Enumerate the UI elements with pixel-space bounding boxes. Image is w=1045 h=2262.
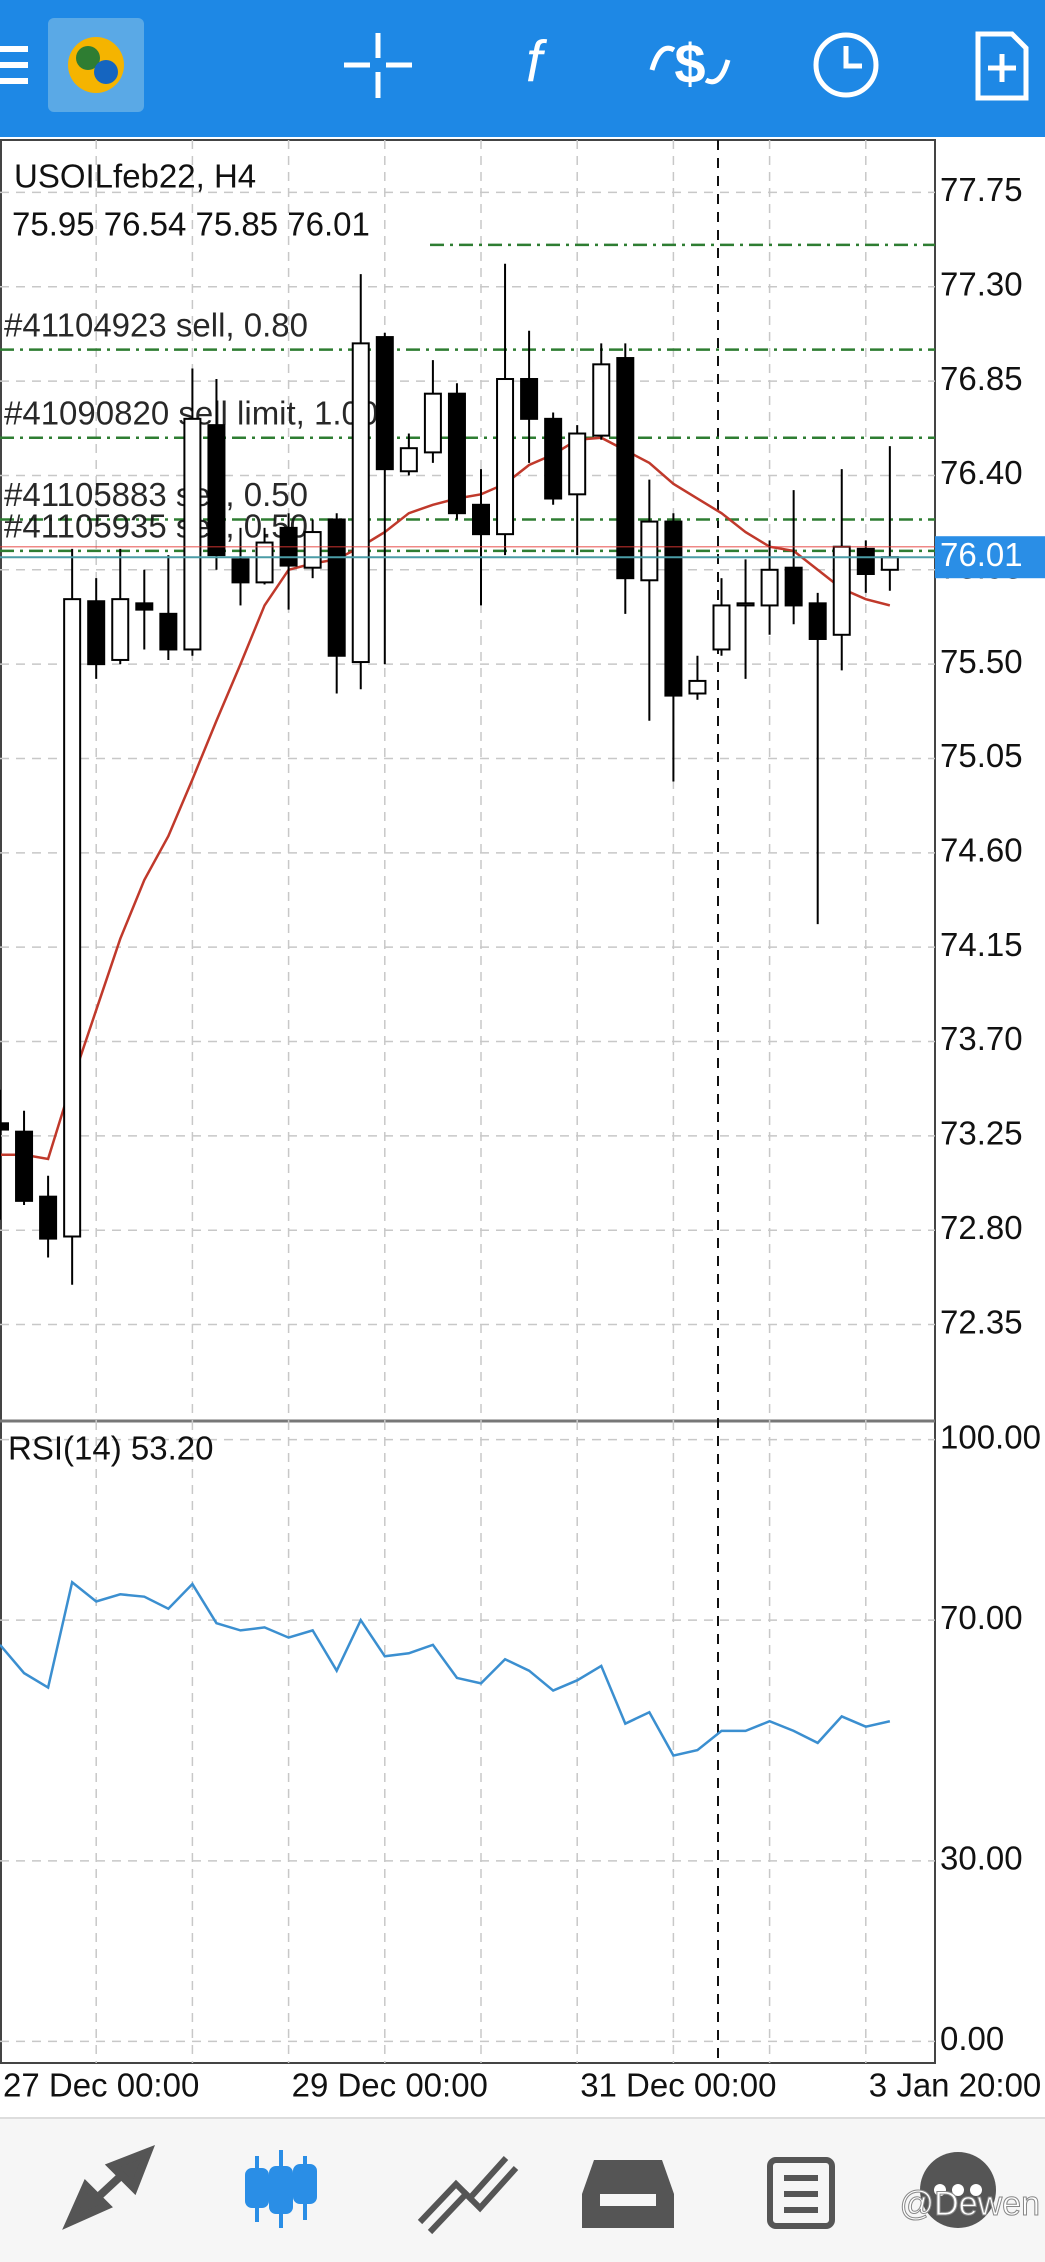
messages-tab[interactable]	[920, 2152, 996, 2228]
candle-body	[808, 602, 827, 640]
candle-body	[423, 392, 442, 454]
candle-body	[616, 357, 635, 580]
y-tick-label: 77.75	[940, 171, 1023, 208]
order-label: #41105883 sell, 0.50	[4, 476, 308, 513]
rsi-title: RSI(14) 53.20	[8, 1430, 213, 1467]
new-order-button[interactable]	[975, 31, 1029, 101]
candle-body	[255, 541, 274, 584]
ohlc-values: 75.95 76.54 75.85 76.01	[12, 206, 370, 243]
candle-body	[159, 612, 178, 651]
y-tick-label: 73.25	[940, 1115, 1023, 1152]
y-tick-label: 72.35	[940, 1303, 1023, 1340]
candle-body	[688, 679, 707, 695]
candle-body	[207, 424, 226, 557]
app-logo[interactable]	[48, 18, 144, 112]
candle-body	[375, 336, 394, 471]
y-tick-label: 74.15	[940, 926, 1023, 963]
candle-body	[39, 1195, 58, 1240]
candle-body	[472, 503, 490, 536]
candle-body	[111, 598, 130, 661]
watermark: @Dewen	[900, 2185, 1040, 2223]
candle-body	[544, 417, 563, 500]
trade-button[interactable]: $	[649, 32, 731, 95]
y-tick-label: 73.70	[940, 1020, 1023, 1057]
candle-body	[87, 600, 106, 666]
candle-body	[0, 1122, 9, 1131]
candle-body	[231, 558, 250, 584]
quotes-tab[interactable]	[62, 2144, 156, 2230]
order-label: #41105935 sell, 0.50	[4, 508, 308, 545]
symbol-title: USOILfeb22, H4	[14, 158, 256, 195]
x-tick-label: 29 Dec 00:00	[292, 2067, 488, 2104]
trade-tab[interactable]	[417, 2155, 519, 2235]
bottom-nav	[0, 2118, 1045, 2262]
candle-body	[712, 604, 731, 651]
candle-body	[15, 1130, 34, 1202]
candle-body	[303, 531, 322, 569]
candle-body	[520, 378, 539, 420]
x-tick-label: 3 Jan 20:00	[869, 2067, 1041, 2104]
candle-body	[496, 378, 515, 536]
y-tick-label: 30.00	[940, 1840, 1023, 1877]
x-tick-label: 31 Dec 00:00	[580, 2067, 776, 2104]
candle-body	[568, 432, 587, 496]
news-tab[interactable]	[767, 2157, 835, 2229]
y-tick-label: 100.00	[940, 1418, 1041, 1455]
history-tab[interactable]	[582, 2160, 674, 2228]
y-tick-label: 76.85	[940, 360, 1023, 397]
candle-body	[736, 602, 755, 607]
y-tick-label: 74.60	[940, 832, 1023, 869]
menu-button[interactable]	[0, 46, 28, 84]
candle-body	[856, 547, 875, 575]
candle-body	[592, 363, 611, 437]
candle-body	[327, 518, 346, 657]
y-tick-label: 70.00	[940, 1599, 1023, 1636]
y-tick-label: 72.80	[940, 1209, 1023, 1246]
candle-body	[880, 556, 899, 571]
y-tick-label: 77.30	[940, 265, 1023, 302]
timeframe-button[interactable]	[813, 32, 879, 98]
candle-body	[664, 520, 683, 697]
y-tick-label: 76.40	[940, 454, 1023, 491]
candle-body	[760, 568, 779, 607]
rsi-line	[0, 1580, 891, 1757]
candle-body	[784, 566, 803, 607]
candle-body	[63, 598, 82, 1238]
candle-body	[832, 545, 851, 636]
x-tick-label: 27 Dec 00:00	[3, 2067, 199, 2104]
candle-body	[399, 447, 418, 473]
bid-tag-label: 76.01	[940, 536, 1023, 573]
svg-text:$: $	[674, 32, 705, 95]
moving-average	[0, 436, 891, 1161]
y-tick-label: 75.05	[940, 737, 1023, 774]
bid-tag	[935, 536, 1045, 579]
toolbar	[0, 0, 1045, 137]
candle-body	[135, 602, 154, 611]
candle-body	[640, 520, 659, 582]
order-label: #41104923 sell, 0.80	[4, 306, 308, 343]
y-tick-label: 0.00	[940, 2020, 1004, 2057]
chart-tab[interactable]	[245, 2150, 317, 2228]
candle-body	[447, 392, 466, 515]
crosshair-button[interactable]	[344, 33, 412, 98]
plot-area: 77.7577.3076.8576.4075.9575.5075.0574.60…	[0, 140, 1045, 2104]
candle-body	[351, 342, 370, 664]
y-tick-label: 75.50	[940, 643, 1023, 680]
candle-body	[183, 417, 202, 651]
